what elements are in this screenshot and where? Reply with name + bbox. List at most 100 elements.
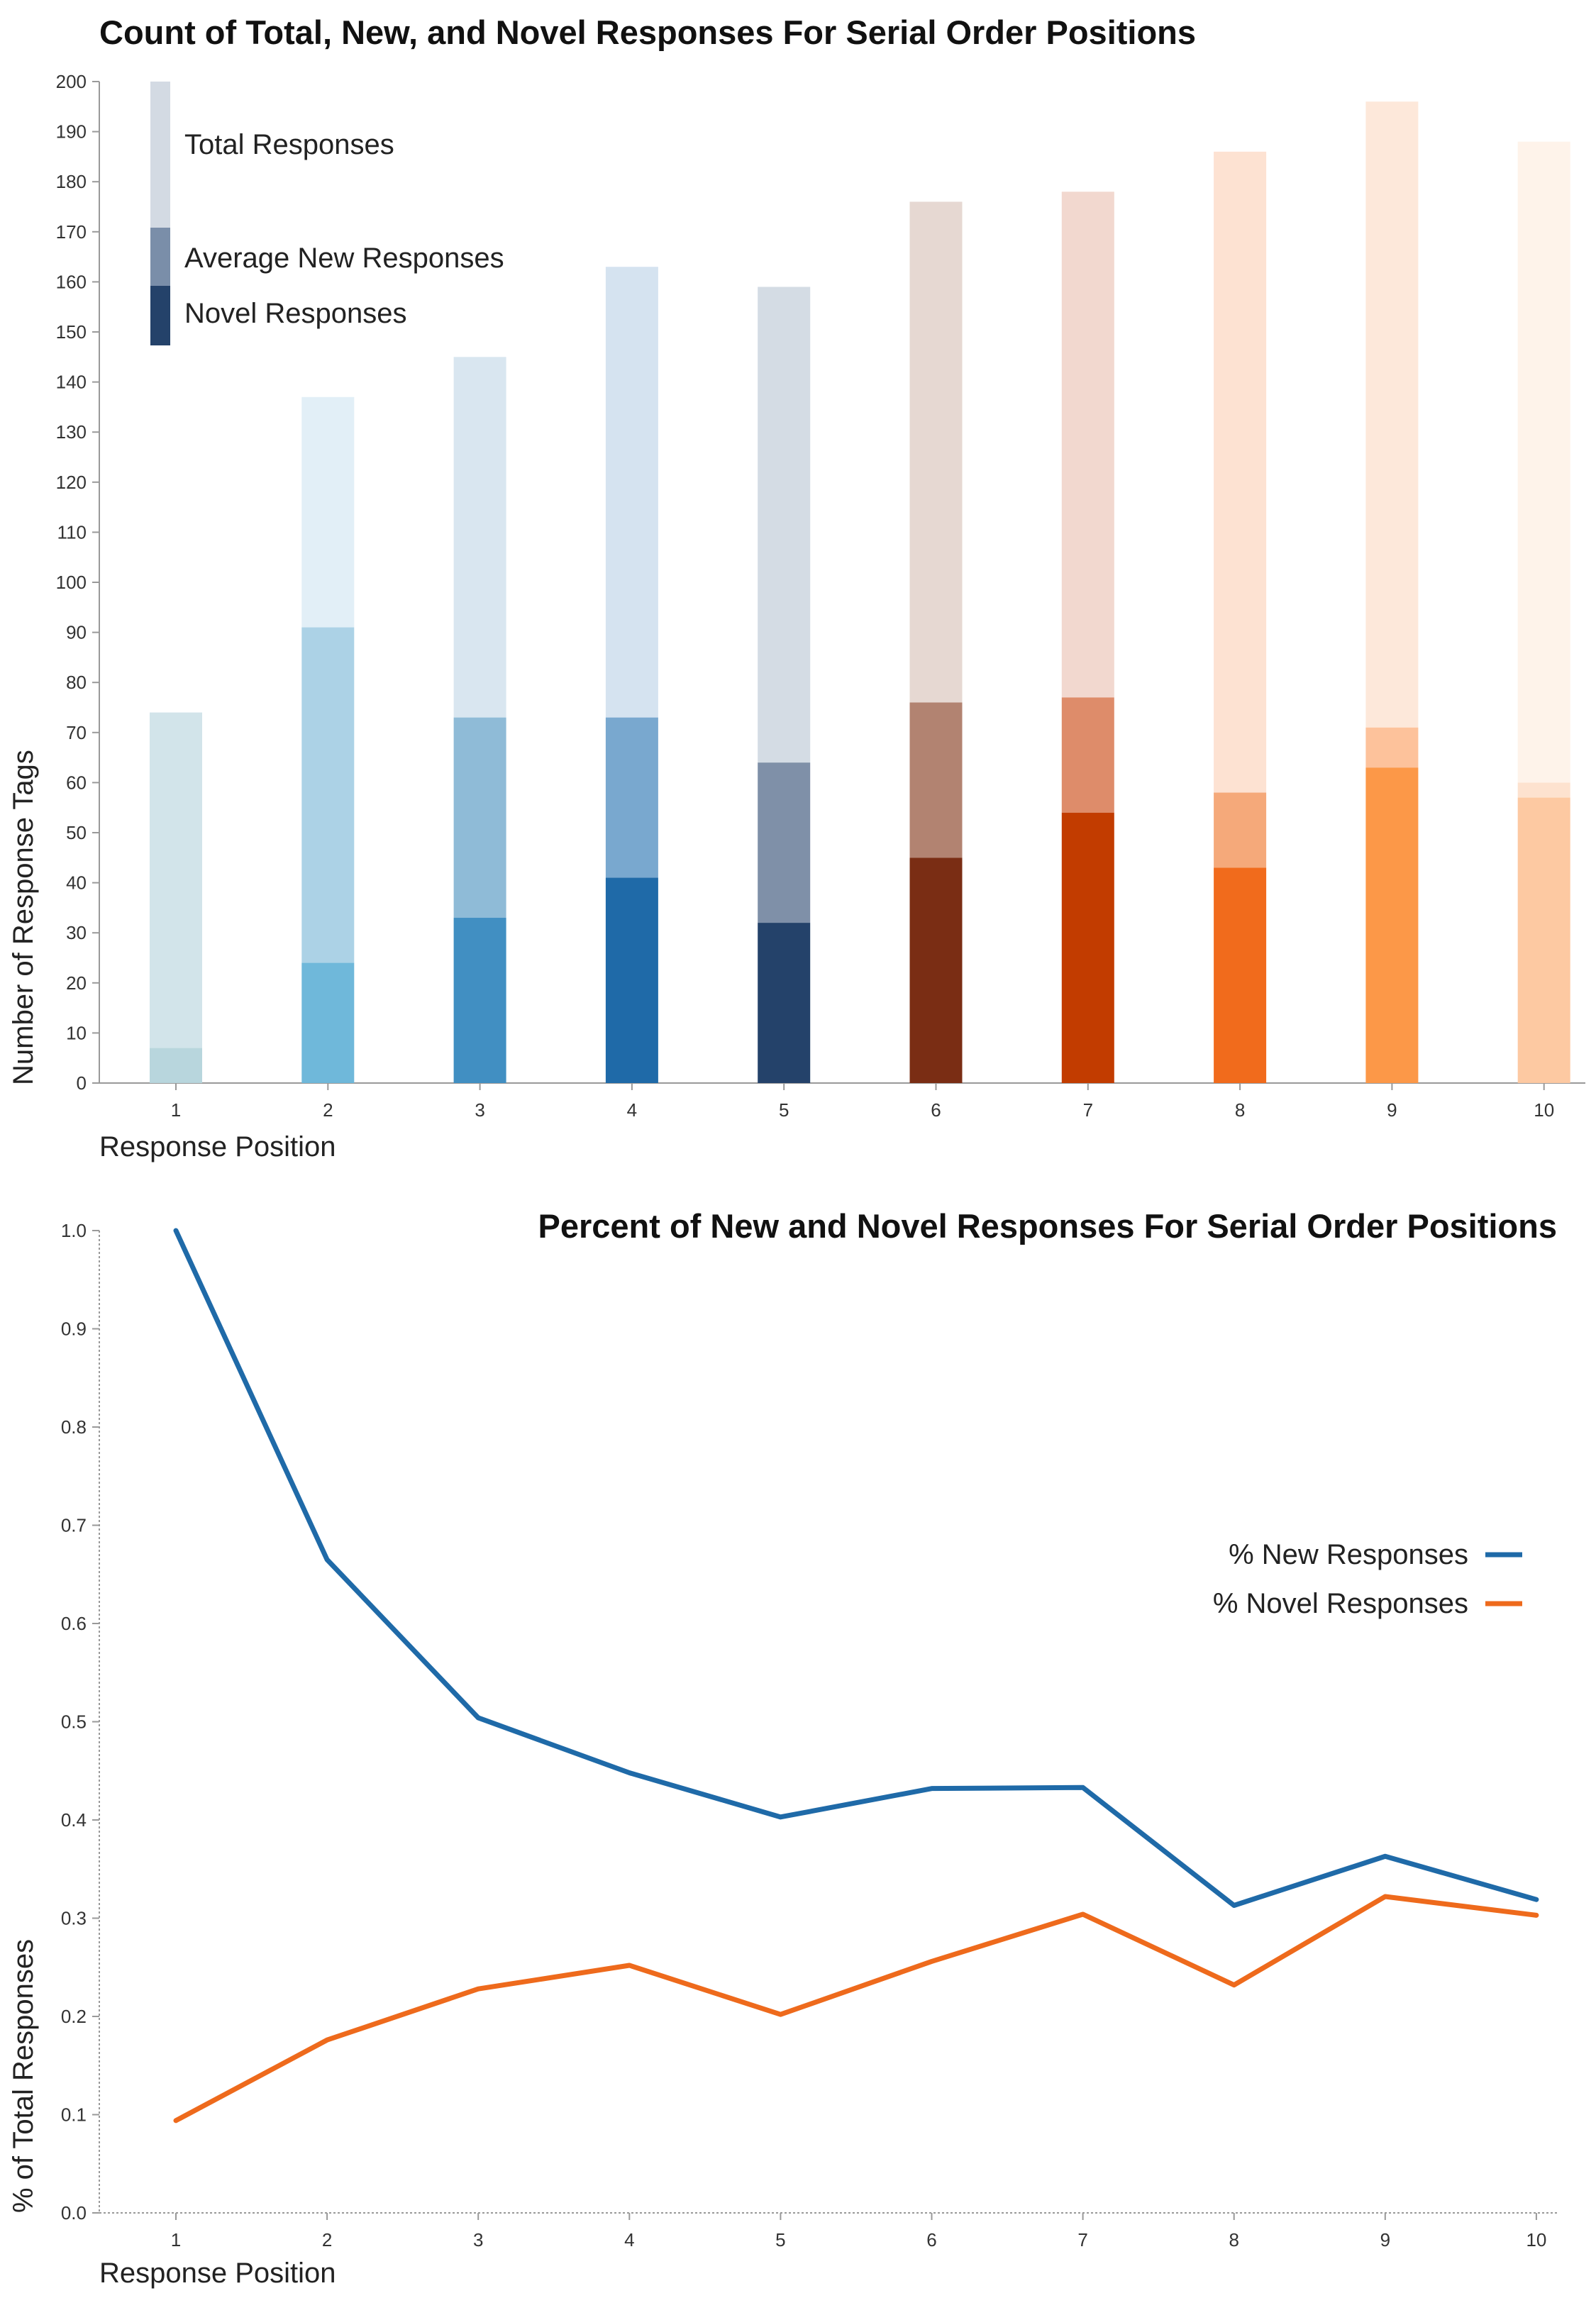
bar-new-responses <box>1214 792 1267 868</box>
bar-novel-responses <box>1517 797 1570 1083</box>
bar-chart-x-ticks: 1 2 3 4 5 6 7 8 9 10 <box>171 1083 1554 1121</box>
bar-total-responses <box>150 712 202 1048</box>
legend-label-new: Average New Responses <box>184 243 504 274</box>
line-chart-title: Percent of New and Novel Responses For S… <box>538 1207 1557 1245</box>
legend-swatch-new <box>150 228 170 286</box>
line-chart-legend: % New Responses % Novel Responses <box>1213 1539 1522 1619</box>
x-tick-label: 4 <box>627 1099 637 1121</box>
y-tick-label: 30 <box>66 922 87 943</box>
bar-total-responses <box>1214 151 1267 793</box>
x-tick-label: 7 <box>1077 2229 1087 2250</box>
y-tick-label: 60 <box>66 772 87 793</box>
bar-novel-responses <box>1061 812 1114 1083</box>
y-tick-label: 0.7 <box>61 1515 87 1536</box>
y-tick-label: 0.6 <box>61 1613 87 1634</box>
x-tick-label: 5 <box>779 1099 789 1121</box>
bar-chart-y-ticks: 0 10 20 30 40 50 60 70 80 90 100 110 120 130 140 150 160… <box>56 71 99 1094</box>
bar-chart-y-axis-label: Number of Response Tags <box>8 750 39 1085</box>
y-tick-label: 0.4 <box>61 1809 87 1831</box>
y-tick-label: 160 <box>56 271 87 292</box>
series-line-novel-responses <box>173 1894 1539 2124</box>
x-tick-label: 9 <box>1380 2229 1390 2250</box>
x-tick-label: 3 <box>475 1099 484 1121</box>
legend-label-novel: Novel Responses <box>184 298 407 329</box>
y-tick-label: 0.9 <box>61 1319 87 1340</box>
x-tick-label: 2 <box>323 1099 333 1121</box>
legend-label-total: Total Responses <box>184 129 394 160</box>
y-tick-label: 70 <box>66 722 87 743</box>
bar-total-responses <box>909 201 963 703</box>
legend-label-new-pct: % New Responses <box>1229 1539 1468 1570</box>
y-tick-label: 0.3 <box>61 1908 87 1929</box>
x-tick-label: 6 <box>931 1099 941 1121</box>
y-tick-label: 120 <box>56 472 87 493</box>
bar-novel-responses <box>1214 867 1267 1083</box>
bar-total-responses <box>453 357 506 718</box>
bar-new-responses <box>758 762 811 923</box>
line-chart-y-axis-label: % of Total Responses <box>8 1939 39 2213</box>
y-tick-label: 190 <box>56 121 87 143</box>
bar-chart-legend: Total Responses Average New Responses No… <box>150 82 504 345</box>
y-tick-label: 1.0 <box>61 1220 87 1241</box>
bar-novel-responses <box>605 877 658 1083</box>
bar-chart-bars <box>150 101 1570 1083</box>
y-tick-label: 0.8 <box>61 1416 87 1438</box>
x-tick-label: 7 <box>1083 1099 1093 1121</box>
y-tick-label: 0.0 <box>61 2202 87 2224</box>
x-tick-label: 5 <box>775 2229 785 2250</box>
bar-novel-responses <box>150 1048 202 1083</box>
bar-new-responses <box>1061 697 1114 813</box>
x-tick-label: 9 <box>1387 1099 1397 1121</box>
y-tick-label: 80 <box>66 672 87 693</box>
bar-novel-responses <box>909 857 963 1083</box>
x-tick-label: 6 <box>926 2229 936 2250</box>
legend-swatch-total <box>150 82 170 228</box>
x-tick-label: 10 <box>1526 2229 1546 2250</box>
line-chart-x-axis-label: Response Position <box>99 2258 336 2289</box>
line-chart-y-ticks: 0.0 0.1 0.2 0.3 0.4 0.5 0.6 0.7 0.8 0.9 1.0 <box>61 1220 99 2224</box>
x-tick-label: 2 <box>322 2229 332 2250</box>
legend-label-novel-pct: % Novel Responses <box>1213 1588 1468 1619</box>
bar-total-responses <box>1517 141 1570 783</box>
y-tick-label: 100 <box>56 572 87 593</box>
bar-total-responses <box>301 396 355 628</box>
y-tick-label: 0.5 <box>61 1711 87 1733</box>
y-tick-label: 110 <box>57 521 87 543</box>
x-tick-label: 1 <box>171 2229 181 2250</box>
bar-new-responses <box>909 702 963 858</box>
bar-total-responses <box>1061 192 1114 698</box>
legend-swatch-novel <box>150 286 170 345</box>
y-tick-label: 0.2 <box>61 2006 87 2027</box>
bar-new-responses <box>453 717 506 918</box>
bar-total-responses <box>1365 101 1419 728</box>
x-tick-label: 8 <box>1229 2229 1238 2250</box>
x-tick-label: 4 <box>624 2229 634 2250</box>
bar-novel-responses <box>758 923 811 1083</box>
x-tick-label: 3 <box>473 2229 483 2250</box>
y-tick-label: 200 <box>56 71 87 92</box>
bar-chart: Count of Total, New, and Novel Responses… <box>8 13 1585 1162</box>
y-tick-label: 10 <box>66 1022 87 1043</box>
y-tick-label: 0 <box>77 1072 87 1094</box>
x-tick-label: 10 <box>1534 1099 1554 1121</box>
y-tick-label: 170 <box>56 221 87 243</box>
bar-novel-responses <box>301 962 355 1083</box>
bar-new-responses <box>605 717 658 878</box>
bar-chart-title: Count of Total, New, and Novel Responses… <box>99 13 1196 51</box>
y-tick-label: 0.1 <box>61 2104 87 2126</box>
y-tick-label: 90 <box>66 622 87 643</box>
bar-novel-responses <box>1365 767 1419 1083</box>
y-tick-label: 140 <box>56 372 87 393</box>
y-tick-label: 150 <box>56 321 87 343</box>
bar-total-responses <box>605 267 658 718</box>
y-tick-label: 20 <box>66 972 87 994</box>
line-chart: Percent of New and Novel Responses For S… <box>8 1207 1557 2289</box>
y-tick-label: 130 <box>56 421 87 443</box>
bar-new-responses <box>301 627 355 963</box>
line-chart-x-ticks: 1 2 3 4 5 6 7 8 9 10 <box>171 2213 1546 2250</box>
y-tick-label: 50 <box>66 822 87 843</box>
bar-new-responses <box>1517 782 1570 798</box>
bar-total-responses <box>758 287 811 763</box>
y-tick-label: 180 <box>56 171 87 192</box>
